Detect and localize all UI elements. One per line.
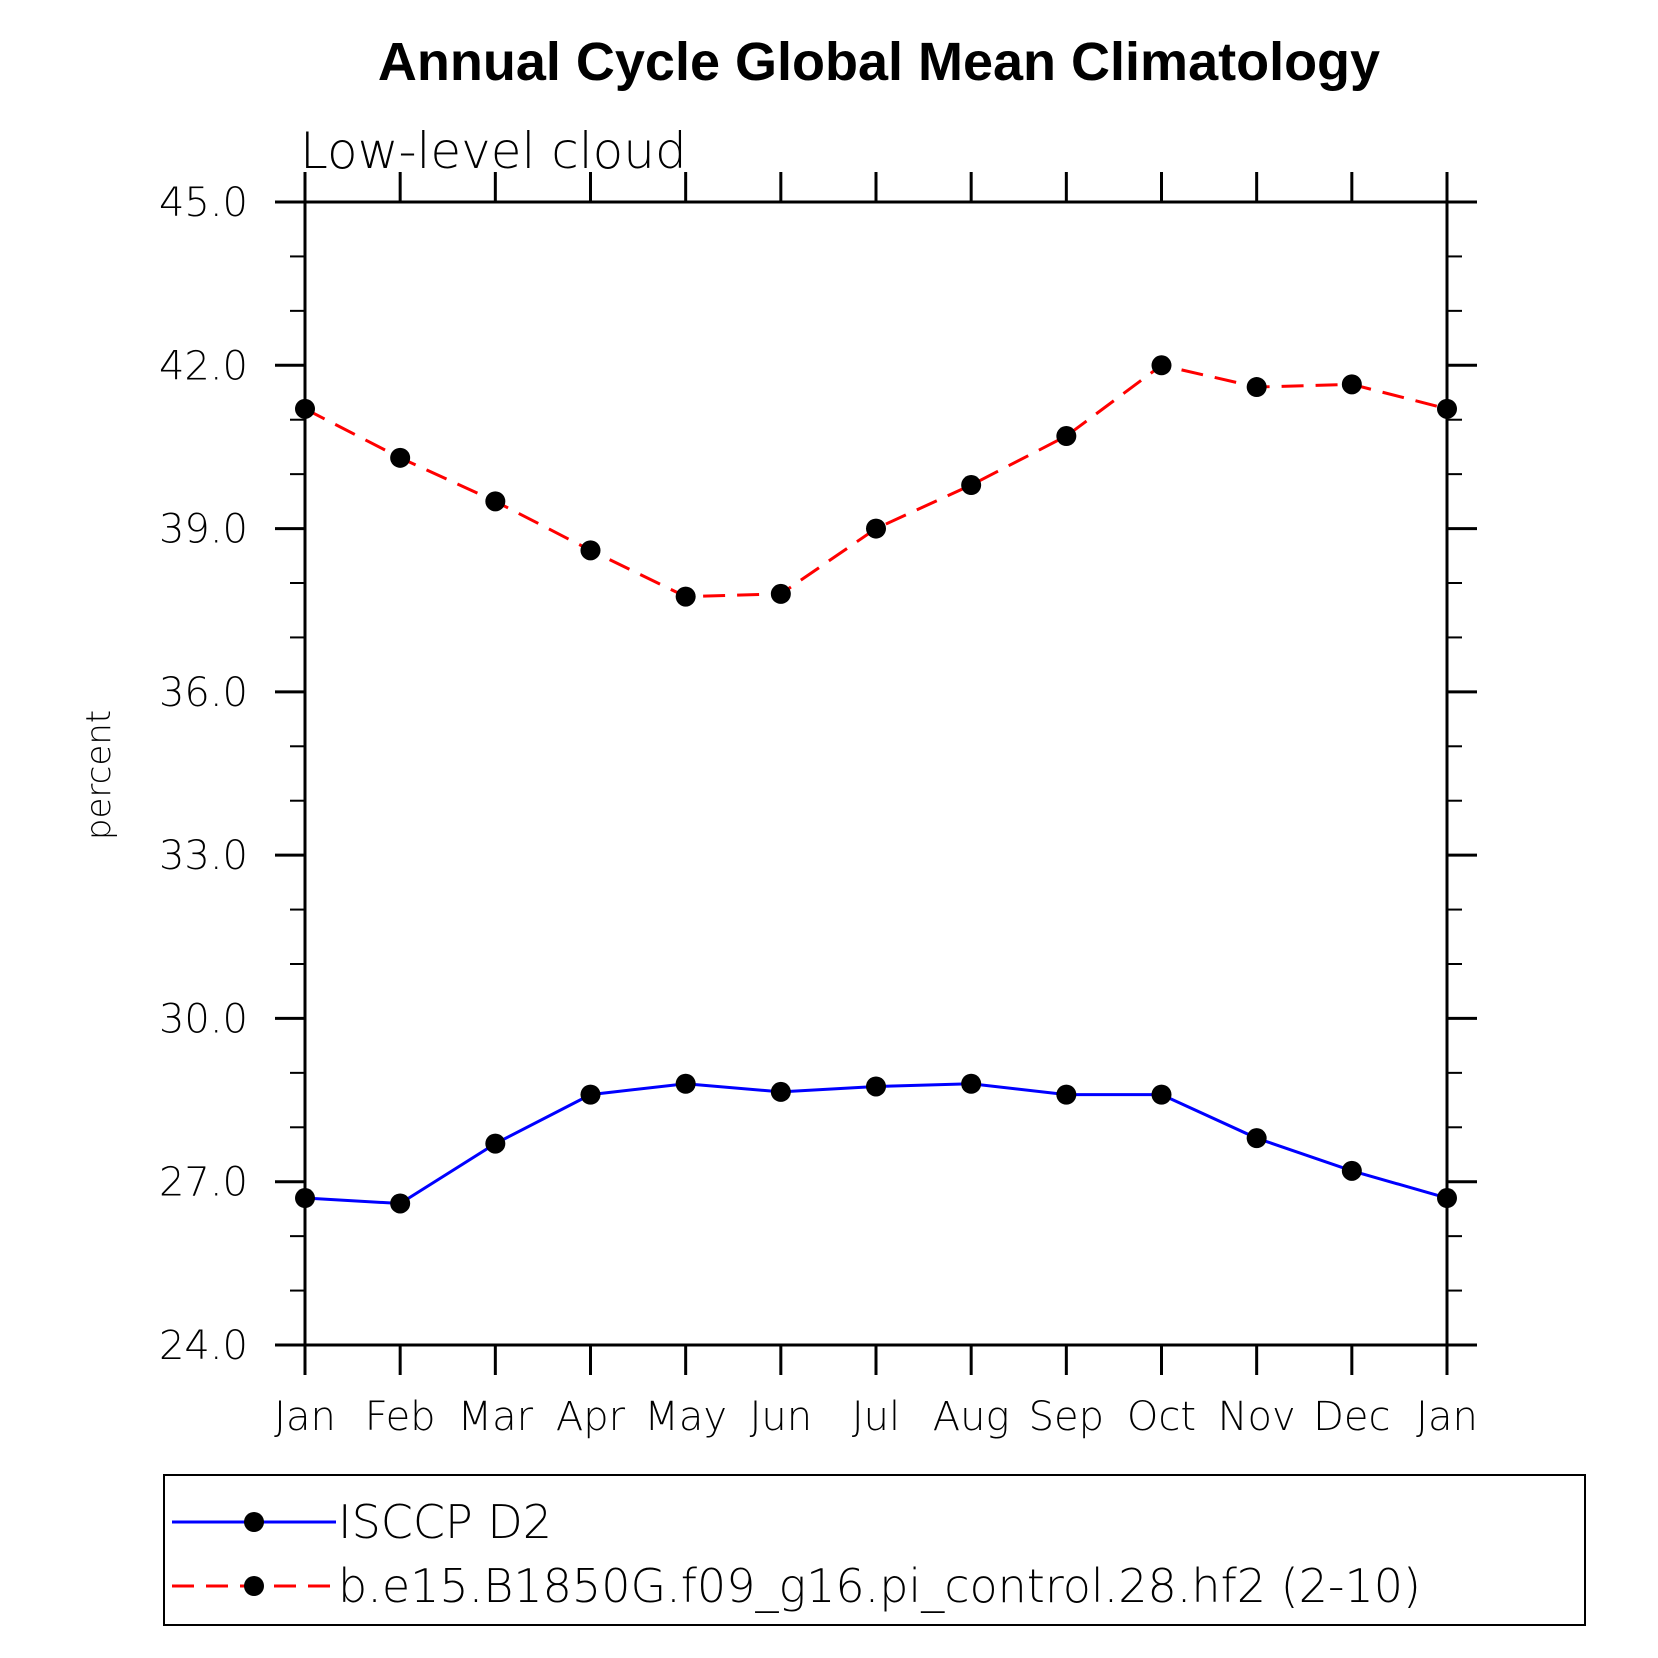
- ticks-layer: [275, 172, 1477, 1375]
- y-tick-label: 33.0: [159, 833, 248, 879]
- x-tick-label: Sep: [1029, 1394, 1104, 1440]
- series-line-2: [304, 363, 1448, 599]
- data-point: [1056, 1084, 1077, 1105]
- x-tick-label: Nov: [1218, 1394, 1296, 1440]
- legend-marker-2: [244, 1576, 264, 1596]
- series-layer: [295, 355, 1457, 1214]
- x-tick-label: Jan: [274, 1394, 336, 1440]
- x-tick-label: Jan: [1416, 1394, 1478, 1440]
- chart-subtitle: Low-level cloud: [300, 122, 687, 180]
- legend: ISCCP D2 b.e15.B1850G.f09_g16.pi_control.…: [172, 1495, 1421, 1613]
- legend-label-1: ISCCP D2: [338, 1495, 552, 1549]
- data-point: [1056, 426, 1077, 447]
- x-tick-label: Jun: [750, 1394, 813, 1440]
- x-tick-label: Aug: [933, 1394, 1010, 1440]
- data-point: [580, 540, 601, 561]
- data-point: [675, 1073, 696, 1094]
- x-tick-label: Jul: [852, 1394, 900, 1440]
- x-tick-label: May: [644, 1394, 727, 1440]
- data-point: [485, 491, 506, 512]
- y-tick-label: 27.0: [159, 1160, 248, 1206]
- data-point: [1246, 377, 1267, 398]
- x-tick-label: Oct: [1127, 1394, 1196, 1440]
- data-point: [1151, 355, 1172, 376]
- data-point: [961, 475, 982, 496]
- chart-title: Annual Cycle Global Mean Climatology: [378, 32, 1380, 92]
- data-point: [1151, 1084, 1172, 1105]
- x-tick-label: Dec: [1313, 1394, 1390, 1440]
- data-point: [770, 1081, 791, 1102]
- data-point: [770, 583, 791, 604]
- data-point: [390, 447, 411, 468]
- series-line-1: [304, 1082, 1448, 1206]
- data-point: [390, 1193, 411, 1214]
- tick-labels-layer: Jan Feb Mar Apr May Jun Jul Aug Sep Oct Nov Dec Jan 2…: [159, 180, 1478, 1440]
- y-tick-label: 36.0: [159, 670, 248, 716]
- y-tick-label: 30.0: [159, 996, 248, 1042]
- data-point: [1341, 1160, 1362, 1181]
- legend-label-2: b.e15.B1850G.f09_g16.pi_control.28.hf2 (…: [338, 1559, 1421, 1613]
- x-tick-label: Apr: [556, 1394, 626, 1440]
- x-tick-label: Feb: [365, 1394, 436, 1440]
- data-point: [1246, 1128, 1267, 1149]
- legend-marker-1: [244, 1512, 264, 1532]
- y-tick-label: 42.0: [159, 343, 248, 389]
- data-point: [866, 1076, 886, 1097]
- y-tick-label: 45.0: [159, 180, 248, 226]
- y-tick-label: 24.0: [159, 1323, 248, 1369]
- y-axis-label: percent: [79, 710, 119, 840]
- data-point: [580, 1084, 601, 1105]
- x-tick-label: Mar: [458, 1394, 534, 1440]
- data-point: [961, 1073, 982, 1094]
- data-point: [1341, 374, 1362, 395]
- plot-frame: [303, 200, 1449, 1347]
- data-point: [675, 586, 696, 607]
- y-tick-label: 39.0: [159, 507, 248, 553]
- data-point: [485, 1133, 506, 1154]
- data-point: [866, 518, 886, 539]
- legend-box: [163, 1474, 1586, 1626]
